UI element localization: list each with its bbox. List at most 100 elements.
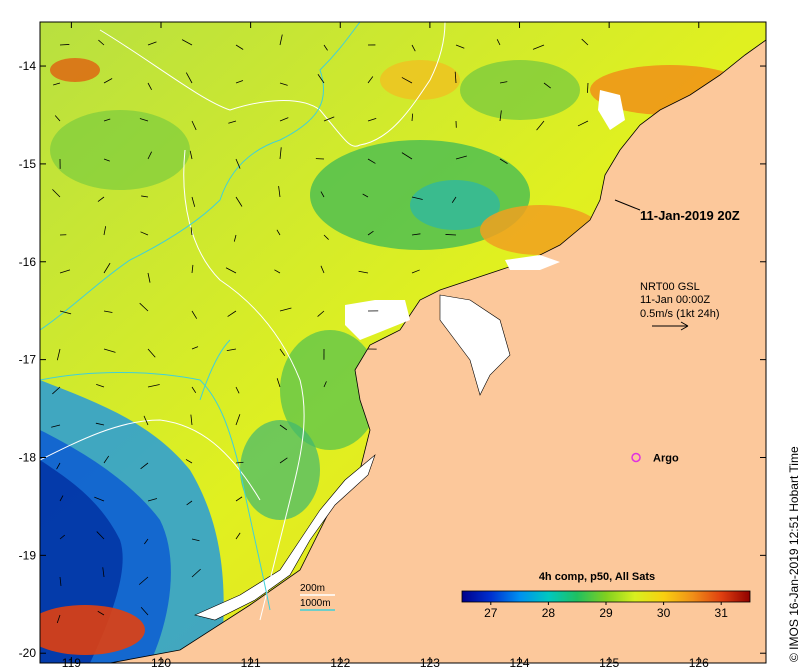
current-vector	[454, 71, 457, 84]
current-vector	[411, 44, 416, 52]
current-vector	[445, 234, 457, 236]
current-vector	[103, 226, 107, 236]
no-data-cloud	[439, 294, 511, 396]
current-vector	[147, 348, 156, 358]
current-vector	[54, 115, 61, 122]
current-vector	[191, 386, 197, 394]
current-vector	[140, 231, 149, 236]
sst-patch	[240, 420, 320, 520]
pass-time-pointer	[614, 199, 641, 211]
no-data-cloud	[505, 255, 560, 270]
current-vector	[181, 39, 193, 46]
current-vector	[56, 614, 61, 624]
current-vector	[279, 307, 292, 312]
current-vector	[56, 462, 61, 470]
credit-text: © IMOS 16-Jan-2019 12:51 Hobart Time	[787, 446, 801, 662]
copyright-icon: ©	[787, 650, 801, 662]
current-vector	[227, 310, 237, 317]
current-vector	[191, 310, 198, 319]
current-vector	[367, 158, 376, 164]
current-vector	[581, 38, 589, 46]
contour-1000m	[40, 22, 361, 611]
current-vector	[97, 196, 105, 202]
current-vector	[144, 538, 149, 545]
current-vector	[191, 120, 197, 131]
current-vector	[499, 81, 508, 84]
current-vector	[190, 414, 193, 426]
current-vector	[96, 531, 105, 540]
current-vector	[499, 158, 508, 164]
current-vector	[274, 269, 281, 274]
current-vector	[103, 455, 110, 464]
argo-label: Argo	[653, 452, 679, 464]
current-vector	[59, 495, 64, 502]
lon-tick-label: 120	[151, 656, 171, 670]
current-vector	[225, 267, 237, 274]
current-vector	[147, 272, 151, 283]
lon-tick-label: 124	[510, 656, 530, 670]
sst-patch	[460, 60, 580, 120]
current-vector	[323, 116, 335, 122]
current-vector	[141, 195, 149, 198]
current-vector	[51, 424, 61, 428]
lon-tick-label: 121	[241, 656, 261, 670]
current-vector	[191, 568, 201, 578]
current-vector	[279, 34, 283, 46]
land-mass	[109, 22, 766, 663]
current-vector	[455, 44, 465, 49]
colorbar-tick-label: 31	[715, 606, 729, 620]
current-vector	[59, 534, 66, 540]
no-data-cloud	[194, 454, 376, 621]
current-vector	[191, 346, 199, 350]
current-vector	[139, 302, 149, 312]
current-vector	[59, 310, 72, 315]
current-vector	[147, 151, 152, 160]
argo-float-icon	[631, 452, 641, 463]
current-vector	[279, 147, 282, 160]
colorbar-tick-label: 30	[657, 606, 671, 620]
current-vector	[235, 44, 244, 50]
current-vector	[496, 39, 501, 46]
current-vector	[320, 191, 325, 198]
latitude-axis: -14 -15 -16 -17 -18 -19 -20	[19, 59, 766, 660]
current-vector	[543, 82, 551, 89]
plot-frame	[39, 21, 767, 664]
current-vector	[191, 196, 196, 207]
arrow-head-icon	[680, 321, 689, 331]
current-vector	[317, 74, 325, 84]
current-vector	[147, 498, 158, 502]
current-vector	[367, 76, 374, 84]
current-vector	[59, 44, 70, 46]
lon-tick-label: 119	[62, 656, 81, 670]
current-vector	[59, 576, 62, 586]
current-vector	[577, 120, 589, 127]
current-vectors	[51, 34, 589, 624]
current-scale-label: 0.5m/s (1kt 24h)	[640, 308, 719, 320]
current-source-label: NRT00 GSL	[640, 281, 700, 293]
colorbar-tick-label: 29	[599, 606, 613, 620]
colorbar-ticks: 27 28 29 30 31	[484, 602, 728, 620]
current-vector	[235, 196, 243, 207]
sst-patch	[410, 180, 500, 230]
pass-time-label: 11-Jan-2019 20Z	[640, 208, 740, 223]
current-vector	[317, 310, 325, 317]
current-vector	[411, 113, 414, 122]
current-vector	[279, 117, 289, 122]
lon-tick-label: 126	[689, 656, 709, 670]
current-vector	[97, 610, 105, 616]
contour-legend: 200m 1000m	[300, 583, 335, 611]
current-vector	[401, 77, 413, 84]
current-vector	[235, 414, 241, 426]
colorbar-tick-label: 28	[542, 606, 556, 620]
current-vector	[536, 120, 545, 131]
current-vector	[190, 227, 193, 236]
current-vector	[138, 576, 149, 585]
contour-200m	[40, 22, 446, 621]
current-vector	[139, 118, 149, 122]
argo-marker: Argo	[631, 452, 679, 464]
current-vector	[451, 196, 457, 203]
current-vector	[140, 607, 149, 616]
sst-patch	[280, 330, 380, 450]
no-data-cloud	[345, 300, 410, 340]
current-vector	[323, 381, 327, 388]
